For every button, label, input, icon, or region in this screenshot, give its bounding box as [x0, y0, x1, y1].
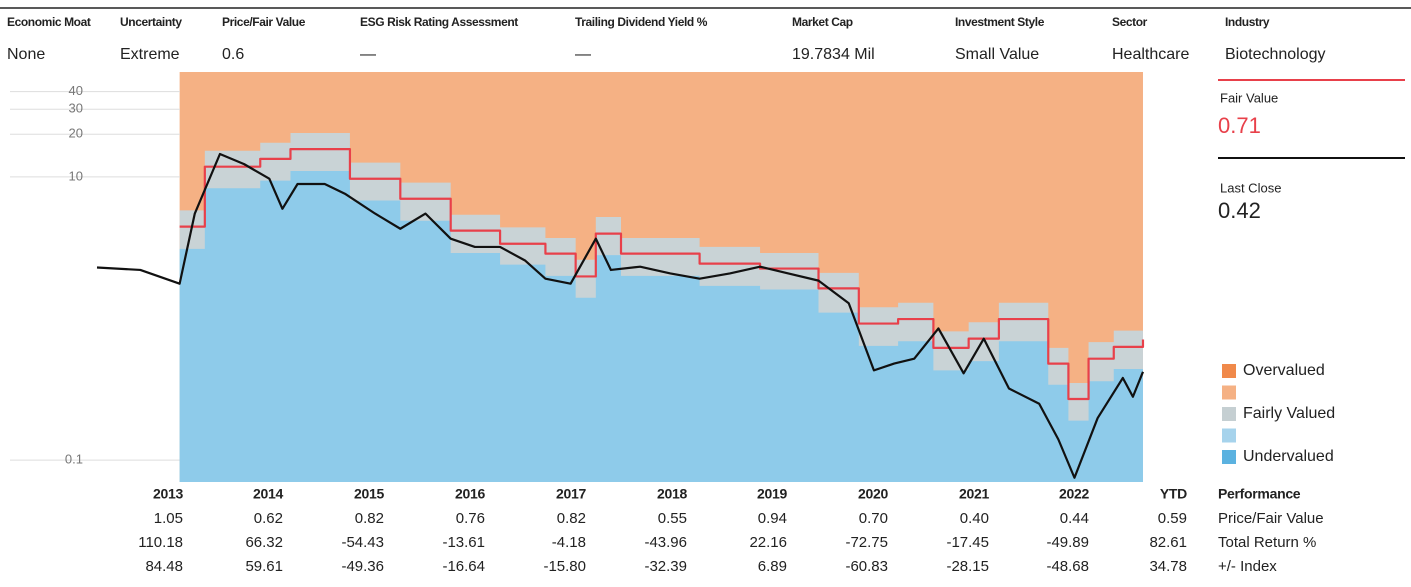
fair-value-label: Fair Value — [1220, 90, 1278, 105]
table-cell: -15.80 — [543, 558, 586, 575]
table-cell: -49.89 — [1046, 534, 1089, 551]
table-cell: 6.89 — [758, 558, 787, 575]
column-header: 2021 — [959, 486, 989, 502]
legend-swatch — [1222, 385, 1236, 400]
table-cell: 0.76 — [456, 510, 485, 527]
last-close-label: Last Close — [1220, 180, 1281, 195]
table-cell: 0.44 — [1060, 510, 1089, 527]
table-cell: -16.64 — [442, 558, 485, 575]
table-cell: -60.83 — [845, 558, 888, 575]
header-label: Uncertainty — [120, 15, 182, 29]
table-cell: -72.75 — [845, 534, 888, 551]
header-label: Economic Moat — [7, 15, 91, 29]
column-header: 2015 — [354, 486, 384, 502]
header-value: 0.6 — [222, 46, 244, 63]
legend-swatch — [1222, 407, 1236, 421]
table-cell: 66.32 — [245, 534, 283, 551]
column-header: 2019 — [757, 486, 787, 502]
table-cell: -17.45 — [946, 534, 989, 551]
header-value: — — [360, 46, 376, 63]
table-cell: -48.68 — [1046, 558, 1089, 575]
y-tick-label: 10 — [69, 168, 83, 183]
column-header: Performance — [1218, 486, 1301, 502]
table-cell: 1.05 — [154, 510, 183, 527]
column-header: 2016 — [455, 486, 485, 502]
table-cell: 59.61 — [245, 558, 283, 575]
header-label: Price/Fair Value — [222, 15, 306, 29]
header-value: Small Value — [955, 46, 1039, 63]
legend-swatch — [1222, 364, 1236, 378]
row-label: +/- Index — [1218, 558, 1277, 575]
fair-value: 0.71 — [1218, 113, 1261, 138]
y-tick-label: 30 — [69, 101, 83, 116]
y-tick-label: 0.1 — [65, 452, 83, 467]
table-cell: -28.15 — [946, 558, 989, 575]
table-cell: 110.18 — [138, 534, 183, 551]
legend-swatch — [1222, 450, 1236, 464]
table-cell: 84.48 — [145, 558, 183, 575]
header-label: Investment Style — [955, 15, 1045, 29]
table-cell: -13.61 — [442, 534, 485, 551]
price-line — [179, 148, 1145, 401]
header-value: 19.7834 Mil — [792, 46, 875, 63]
table-cell: 34.78 — [1149, 558, 1187, 575]
legend-label: Fairly Valued — [1243, 405, 1335, 422]
y-tick-label: 20 — [69, 126, 83, 141]
row-label: Total Return % — [1218, 534, 1316, 551]
column-header: 2017 — [556, 486, 586, 502]
header-label: Industry — [1225, 15, 1270, 29]
table-cell: 0.94 — [758, 510, 787, 527]
table-cell: 0.55 — [658, 510, 687, 527]
table-cell: -54.43 — [341, 534, 384, 551]
table-cell: 0.82 — [355, 510, 384, 527]
price-line — [96, 152, 1144, 479]
header-value: Biotechnology — [1225, 46, 1326, 63]
table-cell: 22.16 — [749, 534, 787, 551]
header-label: Trailing Dividend Yield % — [575, 15, 708, 29]
table-cell: -49.36 — [341, 558, 384, 575]
legend-label: Undervalued — [1243, 448, 1334, 465]
y-tick-label: 40 — [69, 83, 83, 98]
header-label: Market Cap — [792, 15, 853, 29]
column-header: 2014 — [253, 486, 283, 502]
table-cell: -4.18 — [552, 534, 586, 551]
column-header: 2022 — [1059, 486, 1089, 502]
table-cell: 0.40 — [960, 510, 989, 527]
header-value: Healthcare — [1112, 46, 1189, 63]
legend-label: Overvalued — [1243, 362, 1325, 379]
table-cell: 0.59 — [1158, 510, 1187, 527]
header-value: None — [7, 46, 45, 63]
table-cell: 0.70 — [859, 510, 888, 527]
row-label: Price/Fair Value — [1218, 510, 1324, 527]
column-header: 2013 — [153, 486, 183, 502]
table-cell: 0.82 — [557, 510, 586, 527]
column-header: 2020 — [858, 486, 888, 502]
legend-swatch — [1222, 428, 1236, 443]
column-header: 2018 — [657, 486, 687, 502]
valuation-band — [179, 170, 1143, 483]
header-label: ESG Risk Rating Assessment — [360, 15, 518, 29]
header-label: Sector — [1112, 15, 1148, 29]
header-value: Extreme — [120, 46, 180, 63]
table-cell: -43.96 — [644, 534, 687, 551]
table-cell: 0.62 — [254, 510, 283, 527]
column-header: YTD — [1160, 486, 1187, 502]
table-cell: -32.39 — [644, 558, 687, 575]
last-close: 0.42 — [1218, 198, 1261, 223]
header-value: — — [575, 46, 591, 63]
table-cell: 82.61 — [1149, 534, 1187, 551]
